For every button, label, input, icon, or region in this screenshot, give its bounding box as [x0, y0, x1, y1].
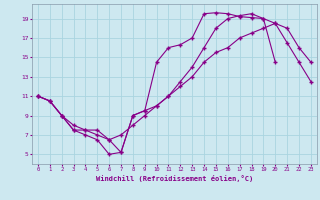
X-axis label: Windchill (Refroidissement éolien,°C): Windchill (Refroidissement éolien,°C) [96, 175, 253, 182]
